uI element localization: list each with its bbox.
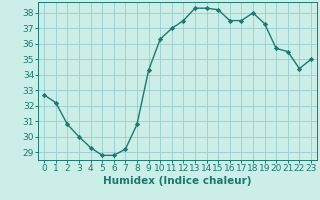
X-axis label: Humidex (Indice chaleur): Humidex (Indice chaleur): [103, 176, 252, 186]
